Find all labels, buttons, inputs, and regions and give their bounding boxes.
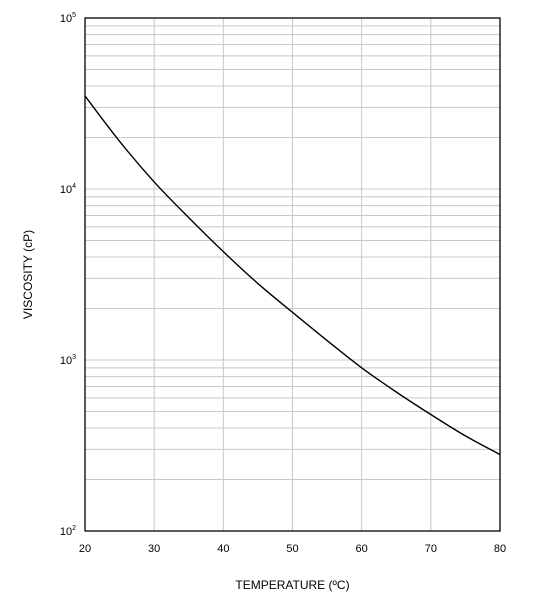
x-tick-label: 30 bbox=[148, 543, 160, 555]
y-tick-label: 104 bbox=[60, 183, 76, 196]
x-tick-label: 60 bbox=[356, 543, 368, 555]
y-tick-label: 102 bbox=[60, 525, 76, 538]
x-tick-label: 70 bbox=[425, 543, 437, 555]
plot-frame bbox=[84, 17, 501, 532]
y-tick-label: 103 bbox=[60, 354, 76, 367]
x-tick-label: 50 bbox=[286, 543, 298, 555]
grid bbox=[84, 17, 501, 532]
x-tick-label: 20 bbox=[79, 543, 91, 555]
y-tick-label: 105 bbox=[60, 12, 76, 25]
x-tick-label: 80 bbox=[494, 543, 506, 555]
series-layer bbox=[84, 95, 501, 456]
y-tick-labels: 102 103 104 105 bbox=[60, 12, 76, 538]
plot-border bbox=[84, 17, 501, 532]
series-line-0 bbox=[84, 95, 501, 456]
x-axis-title: TEMPERATURE (ºC) bbox=[235, 578, 349, 592]
x-tick-labels: 20 30 40 50 60 70 80 bbox=[79, 543, 506, 555]
x-tick-label: 40 bbox=[217, 543, 229, 555]
y-axis-title: VISCOSITY (cP) bbox=[21, 230, 35, 319]
